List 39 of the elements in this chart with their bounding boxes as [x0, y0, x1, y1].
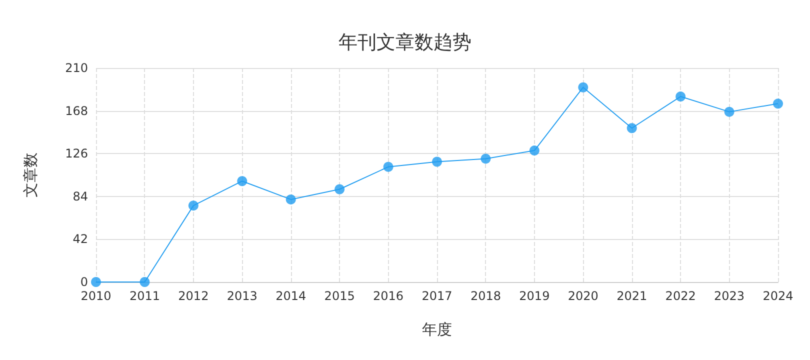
x-tick-label: 2011	[129, 289, 160, 303]
x-tick-label: 2012	[178, 289, 209, 303]
point	[578, 82, 588, 92]
x-tick-label: 2013	[226, 289, 258, 303]
x-tick-label: 2021	[616, 289, 648, 303]
point	[237, 176, 248, 186]
x-tick-label: 2015	[324, 289, 355, 303]
x-tick-label: 2020	[568, 289, 598, 303]
point	[334, 184, 345, 194]
point	[773, 98, 783, 109]
x-tick-label: 2024	[762, 289, 794, 303]
point	[480, 154, 491, 164]
y-axis-title: 文章数	[22, 152, 40, 198]
x-tick-label: 2022	[665, 289, 696, 303]
x-tick-label: 2016	[373, 289, 404, 303]
point	[91, 277, 101, 287]
y-tick-label: 84	[72, 189, 88, 204]
x-tick-label: 2018	[470, 289, 501, 303]
point	[432, 156, 442, 167]
x-tick-label: 2010	[80, 289, 112, 303]
x-axis-title: 年度	[422, 320, 452, 338]
y-tick-label: 0	[80, 275, 88, 289]
y-tick-label: 168	[65, 104, 88, 118]
point	[286, 194, 296, 204]
x-tick-label: 2014	[276, 289, 306, 303]
point	[140, 277, 150, 287]
x-tick-label: 2019	[519, 289, 550, 303]
point	[626, 123, 637, 134]
point	[724, 106, 734, 117]
y-tick-label: 42	[72, 232, 88, 246]
point	[676, 92, 686, 102]
point	[529, 146, 540, 156]
x-tick-label: 2023	[714, 289, 745, 303]
point	[188, 200, 198, 211]
y-tick-label: 210	[65, 61, 88, 75]
y-tick-label: 126	[65, 146, 88, 161]
point	[383, 162, 394, 172]
chart-title: 年刊文章数趋势	[338, 32, 472, 54]
x-tick-label: 2017	[422, 289, 452, 303]
